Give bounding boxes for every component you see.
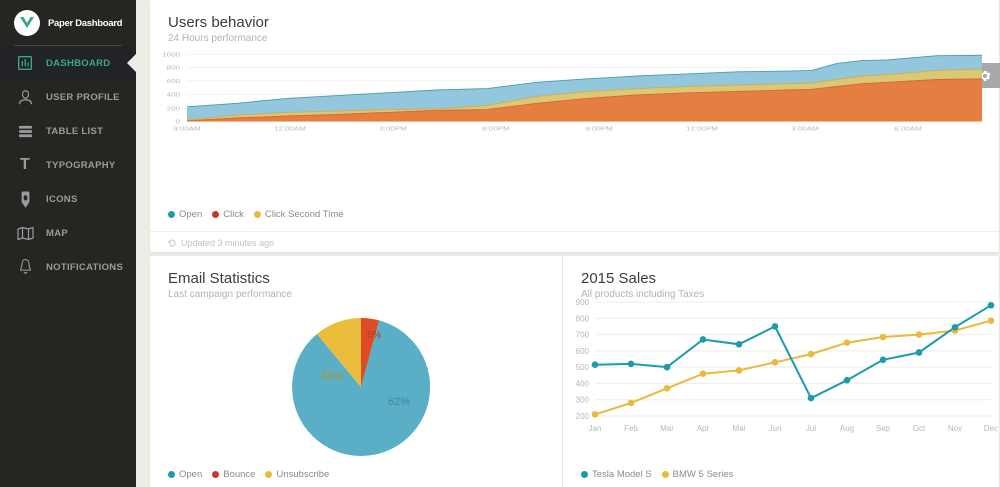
svg-text:12:00AM: 12:00AM [274, 127, 306, 133]
svg-text:400: 400 [576, 379, 590, 388]
svg-text:9:00PM: 9:00PM [585, 127, 613, 133]
svg-text:Dec: Dec [984, 424, 998, 433]
svg-text:3:00AM: 3:00AM [791, 127, 819, 133]
svg-text:6%: 6% [367, 330, 382, 341]
svg-text:32%: 32% [321, 370, 343, 382]
svg-text:Aug: Aug [840, 424, 854, 433]
svg-text:300: 300 [576, 396, 590, 405]
svg-text:200: 200 [576, 412, 590, 421]
svg-text:Jun: Jun [769, 424, 782, 433]
svg-text:6:00PM: 6:00PM [482, 127, 510, 133]
svg-text:Sep: Sep [876, 424, 891, 433]
svg-text:0: 0 [176, 120, 181, 126]
svg-text:Apr: Apr [697, 424, 710, 433]
svg-text:Nov: Nov [948, 424, 962, 433]
svg-text:Jan: Jan [589, 424, 602, 433]
svg-text:12:00PM: 12:00PM [686, 127, 718, 133]
svg-text:Mai: Mai [733, 424, 746, 433]
svg-text:Oct: Oct [913, 424, 926, 433]
svg-text:200: 200 [167, 106, 181, 112]
svg-text:700: 700 [576, 331, 590, 340]
svg-text:800: 800 [576, 314, 590, 323]
svg-text:600: 600 [167, 79, 181, 85]
svg-text:Feb: Feb [624, 424, 638, 433]
svg-text:400: 400 [167, 93, 181, 99]
svg-text:6:00AM: 6:00AM [894, 127, 922, 133]
svg-text:500: 500 [576, 363, 590, 372]
svg-text:900: 900 [576, 298, 590, 307]
svg-text:Jul: Jul [806, 424, 816, 433]
svg-text:9:00AM: 9:00AM [173, 127, 201, 133]
svg-text:600: 600 [576, 347, 590, 356]
svg-text:62%: 62% [388, 396, 410, 408]
svg-text:1000: 1000 [162, 52, 180, 58]
svg-text:800: 800 [167, 66, 181, 72]
svg-text:3:00PM: 3:00PM [379, 127, 407, 133]
svg-text:Mar: Mar [660, 424, 674, 433]
